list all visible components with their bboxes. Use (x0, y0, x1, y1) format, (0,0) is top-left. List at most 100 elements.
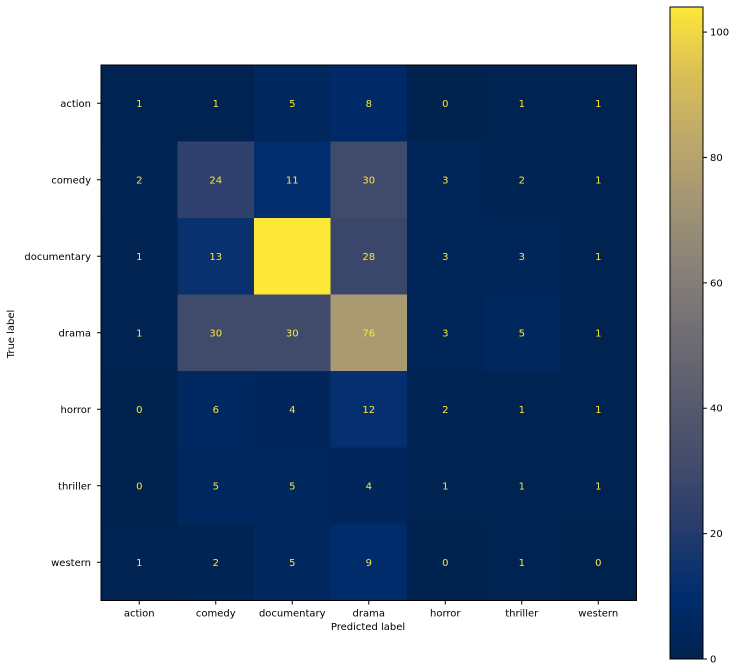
heatmap-cell (101, 218, 178, 295)
y-tick-label: horror (60, 405, 91, 416)
heatmap-cell (101, 141, 178, 219)
heatmap-cell (101, 524, 178, 601)
cell-value: 1 (595, 405, 601, 416)
cell-value: 1 (595, 328, 601, 339)
colorbar-gradient (669, 6, 704, 660)
cell-value: 5 (289, 481, 295, 492)
heatmap-cell (254, 141, 331, 219)
cell-value: 30 (209, 328, 222, 339)
cell-value: 1 (442, 481, 448, 492)
heatmap-cell (560, 524, 637, 601)
heatmap-cell (483, 218, 561, 295)
cell-value: 3 (442, 328, 448, 339)
cell-value: 1 (136, 252, 142, 263)
heatmap-cell (254, 65, 331, 142)
x-tick-label: thriller (505, 609, 539, 620)
cell-value: 1 (519, 481, 525, 492)
heatmap-cell (330, 218, 408, 295)
heatmap-cell (177, 447, 255, 525)
y-tick-label: drama (59, 328, 91, 339)
y-tick-label: western (51, 558, 91, 569)
heatmap-cell (330, 65, 408, 142)
y-tick-label: action (60, 99, 91, 110)
cell-value: 24 (209, 175, 222, 186)
cell-value: 0 (442, 99, 448, 110)
heatmap-cell (177, 294, 255, 372)
cell-value: 30 (286, 328, 299, 339)
colorbar-tick-label: 80 (710, 153, 723, 164)
heatmap-cell (483, 371, 561, 448)
cell-value: 2 (213, 558, 219, 569)
heatmap-cell (407, 218, 484, 295)
heatmap-cell (254, 447, 331, 525)
heatmap-cell (407, 141, 484, 219)
heatmap-cell (483, 524, 561, 601)
cell-value: 11 (286, 175, 299, 186)
cell-value: 28 (362, 252, 375, 263)
cell-value: 1 (213, 99, 219, 110)
x-tick-label: western (578, 609, 618, 620)
heatmap-cell (254, 218, 331, 295)
heatmap-cell (330, 524, 408, 601)
cell-value: 0 (442, 558, 448, 569)
cell-value: 3 (442, 252, 448, 263)
cell-value: 1 (519, 99, 525, 110)
heatmap-cell (483, 65, 561, 142)
colorbar-tick-label: 100 (710, 28, 729, 39)
cell-value: 4 (289, 405, 295, 416)
heatmap-cell (177, 371, 255, 448)
colorbar-ticks: 0 20 40 60 80 100 (703, 28, 729, 666)
cell-value: 1 (519, 558, 525, 569)
heatmap-cell (254, 524, 331, 601)
heatmap-cell (330, 294, 408, 372)
heatmap-cell (330, 141, 408, 219)
colorbar: 0 20 40 60 80 100 (669, 6, 729, 666)
cell-value: 1 (136, 558, 142, 569)
cell-value: 5 (519, 328, 525, 339)
heatmap-cell (483, 447, 561, 525)
cell-value: 0 (595, 558, 601, 569)
heatmap-cell (560, 65, 637, 142)
y-tick-label: thriller (58, 481, 92, 492)
heatmap-cell (407, 524, 484, 601)
cell-value: 2 (442, 405, 448, 416)
heatmap-cell (407, 447, 484, 525)
cell-value: 2 (519, 175, 525, 186)
y-tick-label: documentary (24, 252, 91, 263)
y-axis-label: True label (6, 310, 17, 360)
cell-value: 5 (289, 99, 295, 110)
colorbar-tick-label: 40 (710, 404, 723, 415)
x-tick-label: documentary (259, 609, 326, 620)
heatmap-cell (407, 294, 484, 372)
x-tick-label: drama (353, 609, 385, 620)
heatmap-cell (560, 447, 637, 525)
cell-value: 6 (213, 405, 219, 416)
heatmap-cell (560, 141, 637, 219)
heatmap-cell (101, 371, 178, 448)
heatmap-cell (254, 294, 331, 372)
heatmap-cell (101, 65, 178, 142)
heatmap-cell (330, 447, 408, 525)
x-axis-label: Predicted label (331, 622, 405, 633)
y-axis-ticks: action comedy documentary drama horror thrill… (24, 99, 101, 569)
cell-value: 4 (366, 481, 372, 492)
heatmap-cell (101, 294, 178, 372)
heatmap-cell (254, 371, 331, 448)
cell-value: 1 (136, 99, 142, 110)
cell-value-labels: 1 1 5 8 0 1 12 24 11 30 3 2 11 13 104 28 3 3 11 30 30 76 3 5 10 6… (136, 99, 601, 569)
heatmap-cell (330, 371, 408, 448)
colorbar-tick-label: 20 (710, 529, 723, 540)
x-axis-ticks: action comedy documentary drama horror thrill… (124, 600, 618, 620)
cell-value: 8 (366, 99, 372, 110)
heatmap-cell (483, 141, 561, 219)
cell-value: 5 (289, 558, 295, 569)
cell-value: 13 (209, 252, 222, 263)
x-tick-label: comedy (196, 609, 236, 620)
heatmap-cell (407, 371, 484, 448)
heatmap-cell (560, 294, 637, 372)
heatmap-cell (560, 371, 637, 448)
x-tick-label: horror (430, 609, 461, 620)
cell-value: 3 (519, 252, 525, 263)
cell-value: 104 (283, 252, 302, 263)
